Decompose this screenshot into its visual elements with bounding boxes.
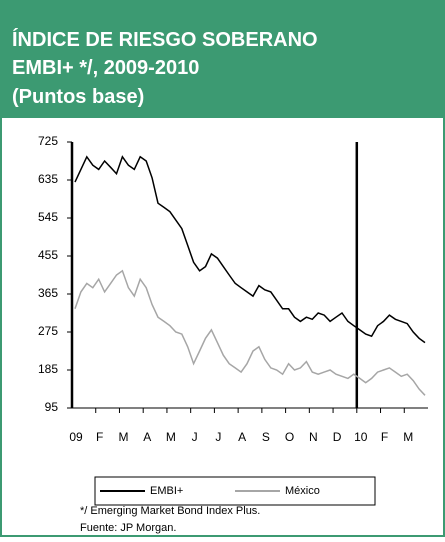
y-tick-label: 725 [38,134,58,148]
x-tick-label: O [285,430,294,444]
source: Fuente: JP Morgan. [80,522,176,534]
y-tick-label: 545 [38,210,58,224]
x-tick-label: A [143,430,151,444]
x-tick-label: 09 [69,430,83,444]
footnote: */ Emerging Market Bond Index Plus. [80,505,260,517]
y-tick-label: 275 [38,324,58,338]
x-tick-label: J [215,430,221,444]
frame [0,116,445,537]
line-series [74,155,426,344]
x-tick-label: N [309,430,318,444]
x-tick-label: 10 [354,430,368,444]
y-tick-label: 635 [38,172,58,186]
x-tick-label: M [403,430,413,444]
legend-label: México [285,485,320,497]
legend-label: EMBI+ [150,485,183,497]
title-line: ÍNDICE DE RIESGO SOBERANO [12,28,318,51]
y-tick-label: 95 [45,400,59,414]
header [0,0,445,117]
title-line: EMBI+ */, 2009-2010 [12,57,199,79]
x-tick-label: D [333,430,342,444]
x-tick-label: A [238,430,246,444]
x-tick-label: S [262,430,270,444]
x-tick-label: M [118,430,128,444]
title-line: (Puntos base) [12,86,144,108]
y-tick-label: 455 [38,248,58,262]
line-series [74,269,426,396]
y-tick-label: 365 [38,286,58,300]
x-tick-label: F [96,430,103,444]
y-tick-label: 185 [38,362,58,376]
x-tick-label: M [166,430,176,444]
x-tick-label: F [381,430,388,444]
x-tick-label: J [192,430,198,444]
